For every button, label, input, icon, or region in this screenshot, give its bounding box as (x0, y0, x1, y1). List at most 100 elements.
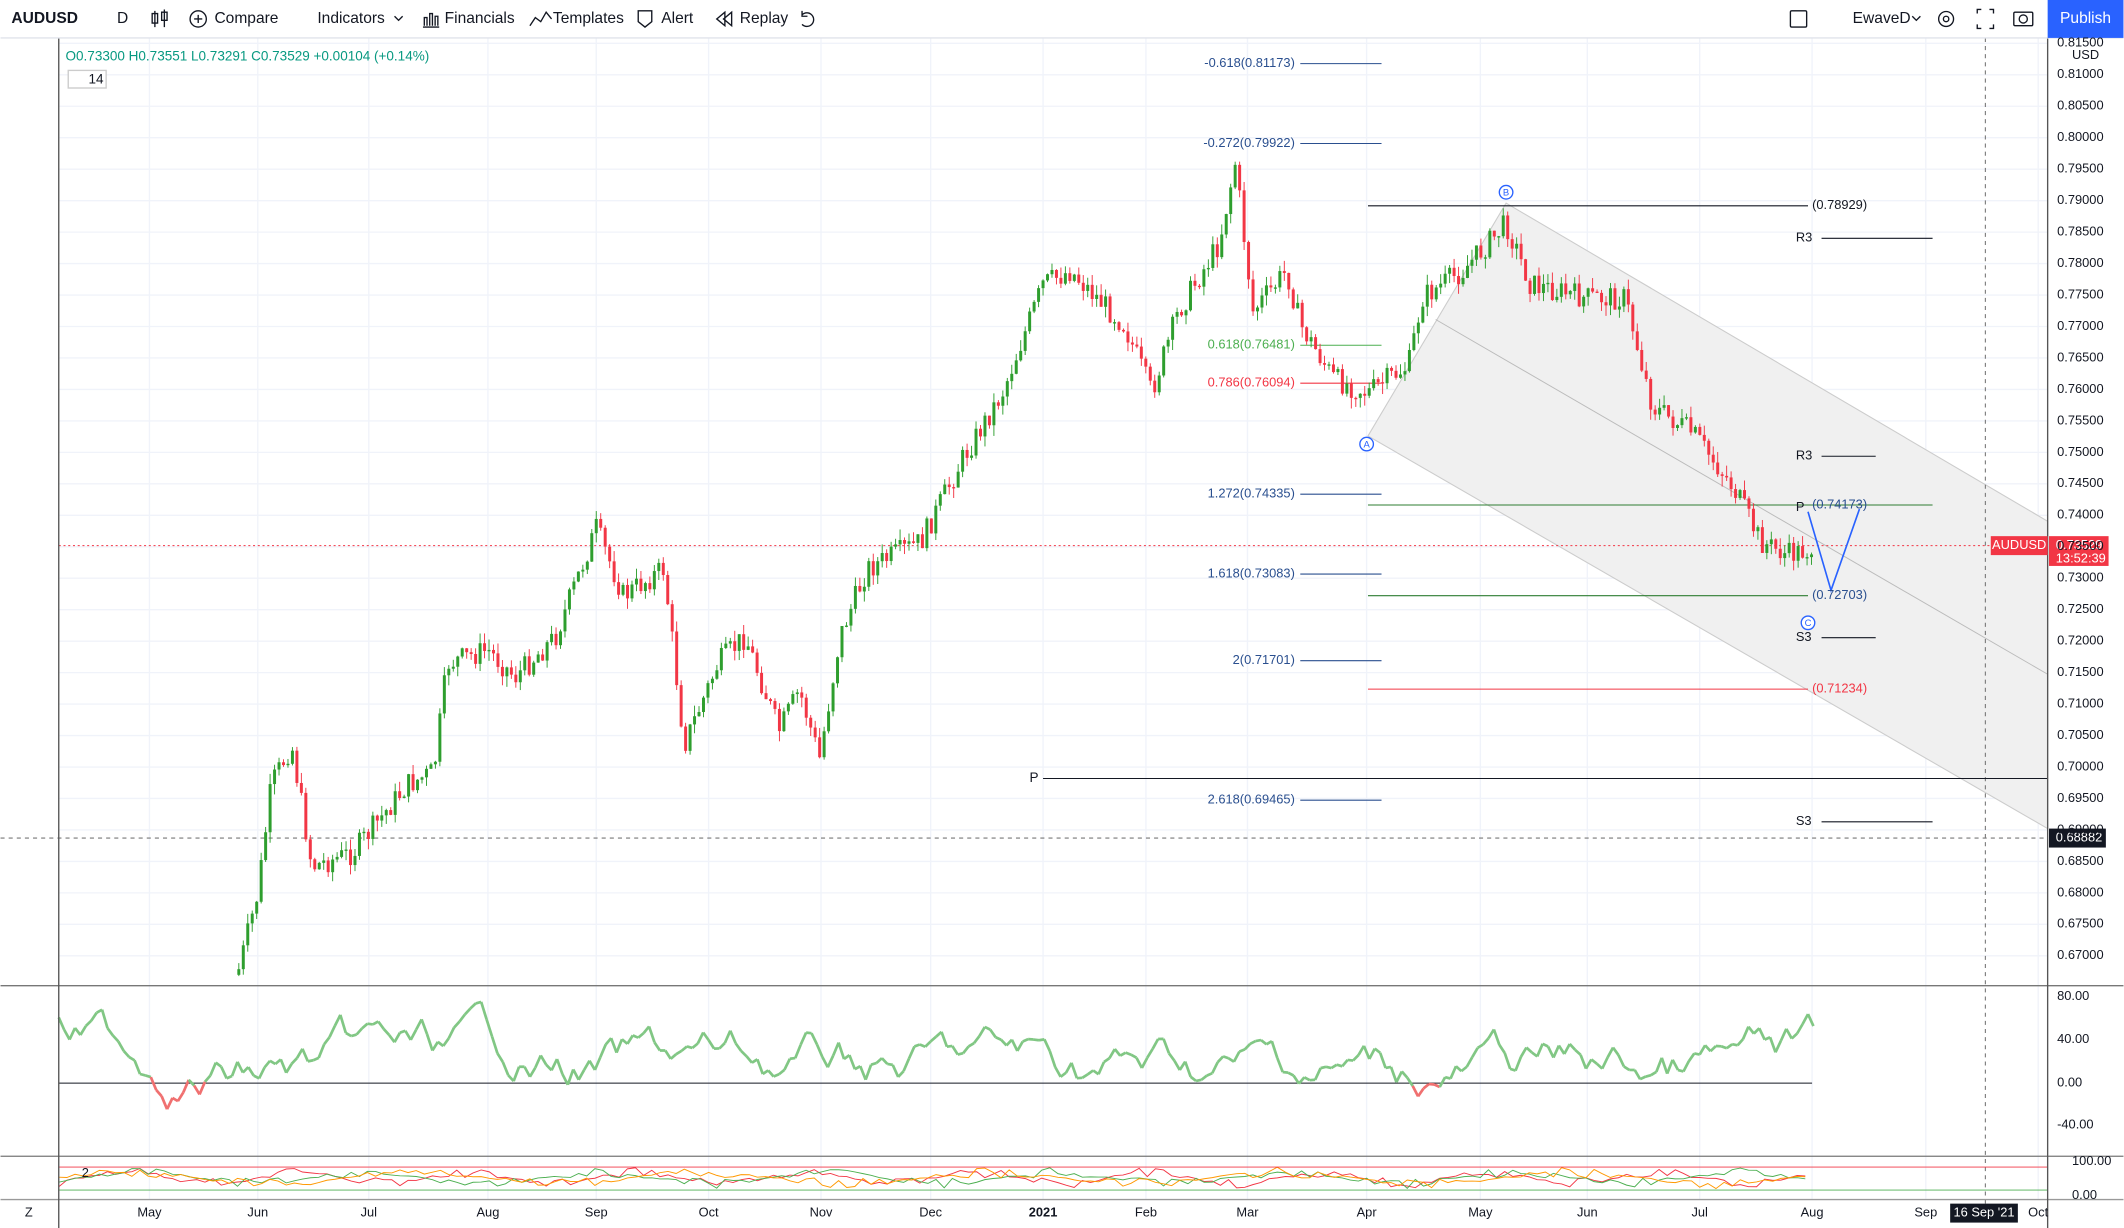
candle (925, 518, 929, 549)
osc-seg (469, 1002, 477, 1010)
osc-seg (1243, 1042, 1252, 1051)
candle (1519, 243, 1523, 260)
price-label: 0.80000 (2057, 129, 2103, 144)
candle (1631, 304, 1635, 332)
price-label: 0.76500 (2057, 349, 2103, 364)
candle (643, 583, 647, 592)
candle (1658, 407, 1662, 415)
osc-seg (897, 1070, 905, 1078)
candle (1077, 274, 1081, 283)
candle (626, 584, 630, 599)
candle (1769, 539, 1773, 545)
osc-seg (361, 1022, 369, 1030)
length-box (67, 69, 107, 89)
toolbar-button[interactable]: Templates (553, 10, 624, 27)
time-label: 2021 (1029, 1204, 1058, 1219)
osc-seg (1097, 1061, 1106, 1075)
candle (1421, 306, 1425, 323)
candle (1582, 296, 1586, 307)
candle (751, 646, 755, 653)
candle (728, 641, 732, 644)
toolbar-button[interactable]: Financials (445, 10, 515, 27)
osc-seg (1292, 1074, 1301, 1085)
osc-seg (1173, 1059, 1181, 1071)
osc-seg (393, 1032, 402, 1043)
last-price-tag (2049, 536, 2109, 566)
osc-seg (372, 1020, 379, 1026)
corner[interactable]: Z (25, 1204, 33, 1219)
candle (1778, 548, 1782, 559)
candle (652, 571, 656, 590)
osc-seg (187, 1078, 196, 1087)
cursor-date: 16 Sep '21 (1953, 1204, 2014, 1219)
time-label: Aug (476, 1204, 499, 1219)
candle (1434, 287, 1438, 300)
candle (1148, 366, 1152, 381)
osc-seg (555, 1058, 564, 1075)
candle (1604, 302, 1608, 306)
publish[interactable]: Publish (2060, 10, 2111, 27)
price-label: 0.72500 (2057, 601, 2103, 616)
time-label: May (137, 1204, 162, 1219)
osc-seg (794, 1044, 802, 1059)
osc-seg (1395, 1070, 1404, 1083)
osc-seg (799, 1032, 808, 1046)
level-label: (0.72703) (1812, 587, 1867, 602)
wave-circle (1800, 615, 1816, 631)
fib-label: -0.618(0.81173) (1204, 55, 1295, 70)
osc-seg (1665, 1059, 1674, 1075)
candle (487, 649, 491, 652)
currency[interactable]: USD (2072, 47, 2099, 62)
osc-seg (1790, 1032, 1799, 1040)
candle (813, 727, 817, 738)
candle (1524, 259, 1528, 281)
candle (760, 672, 764, 694)
toolbar-button[interactable]: Compare (214, 10, 278, 27)
price-label: 0.70000 (2057, 758, 2103, 773)
candle (621, 584, 625, 595)
candle (286, 763, 290, 766)
candle (1667, 405, 1671, 417)
candle (1037, 288, 1041, 302)
candle (1086, 284, 1090, 291)
candle (1242, 190, 1246, 243)
candle (1515, 243, 1519, 249)
osc-seg (1645, 1073, 1652, 1078)
candle (1278, 271, 1282, 288)
osc-seg (972, 1035, 981, 1045)
osc-seg (279, 1058, 288, 1074)
osc-seg (1557, 1044, 1566, 1055)
candle (1559, 283, 1563, 297)
osc-seg (632, 1034, 639, 1039)
candle (1702, 434, 1706, 441)
candle (965, 449, 969, 458)
osc-seg (1016, 1040, 1024, 1052)
symbol[interactable]: AUDUSD (11, 10, 78, 27)
candle (1506, 215, 1510, 240)
osc-seg (1411, 1085, 1420, 1098)
osc-seg (307, 1058, 314, 1063)
candle (1188, 280, 1192, 311)
layout-name[interactable]: EwaveD (1853, 10, 1911, 27)
toolbar-button[interactable]: Replay (740, 10, 789, 27)
osc-seg (269, 1059, 277, 1066)
osc-seg (1682, 1060, 1691, 1073)
osc-seg (680, 1045, 688, 1052)
toolbar-button[interactable]: Alert (661, 10, 694, 27)
candle (1251, 279, 1255, 312)
osc-seg (919, 1043, 926, 1048)
candle (938, 494, 942, 506)
candle (362, 831, 366, 834)
toolbar-button[interactable]: Indicators (317, 10, 385, 27)
candle (1050, 269, 1054, 275)
interval[interactable]: D (117, 10, 128, 27)
candle (1273, 287, 1277, 289)
candle (273, 769, 277, 785)
publish-button[interactable] (2047, 0, 2124, 38)
candle (1211, 244, 1215, 268)
osc-seg (702, 1031, 710, 1041)
osc-seg (1600, 1056, 1609, 1070)
osc-seg (1552, 1044, 1561, 1059)
osc-seg (891, 1064, 900, 1078)
time-label: Jul (1691, 1204, 1707, 1219)
